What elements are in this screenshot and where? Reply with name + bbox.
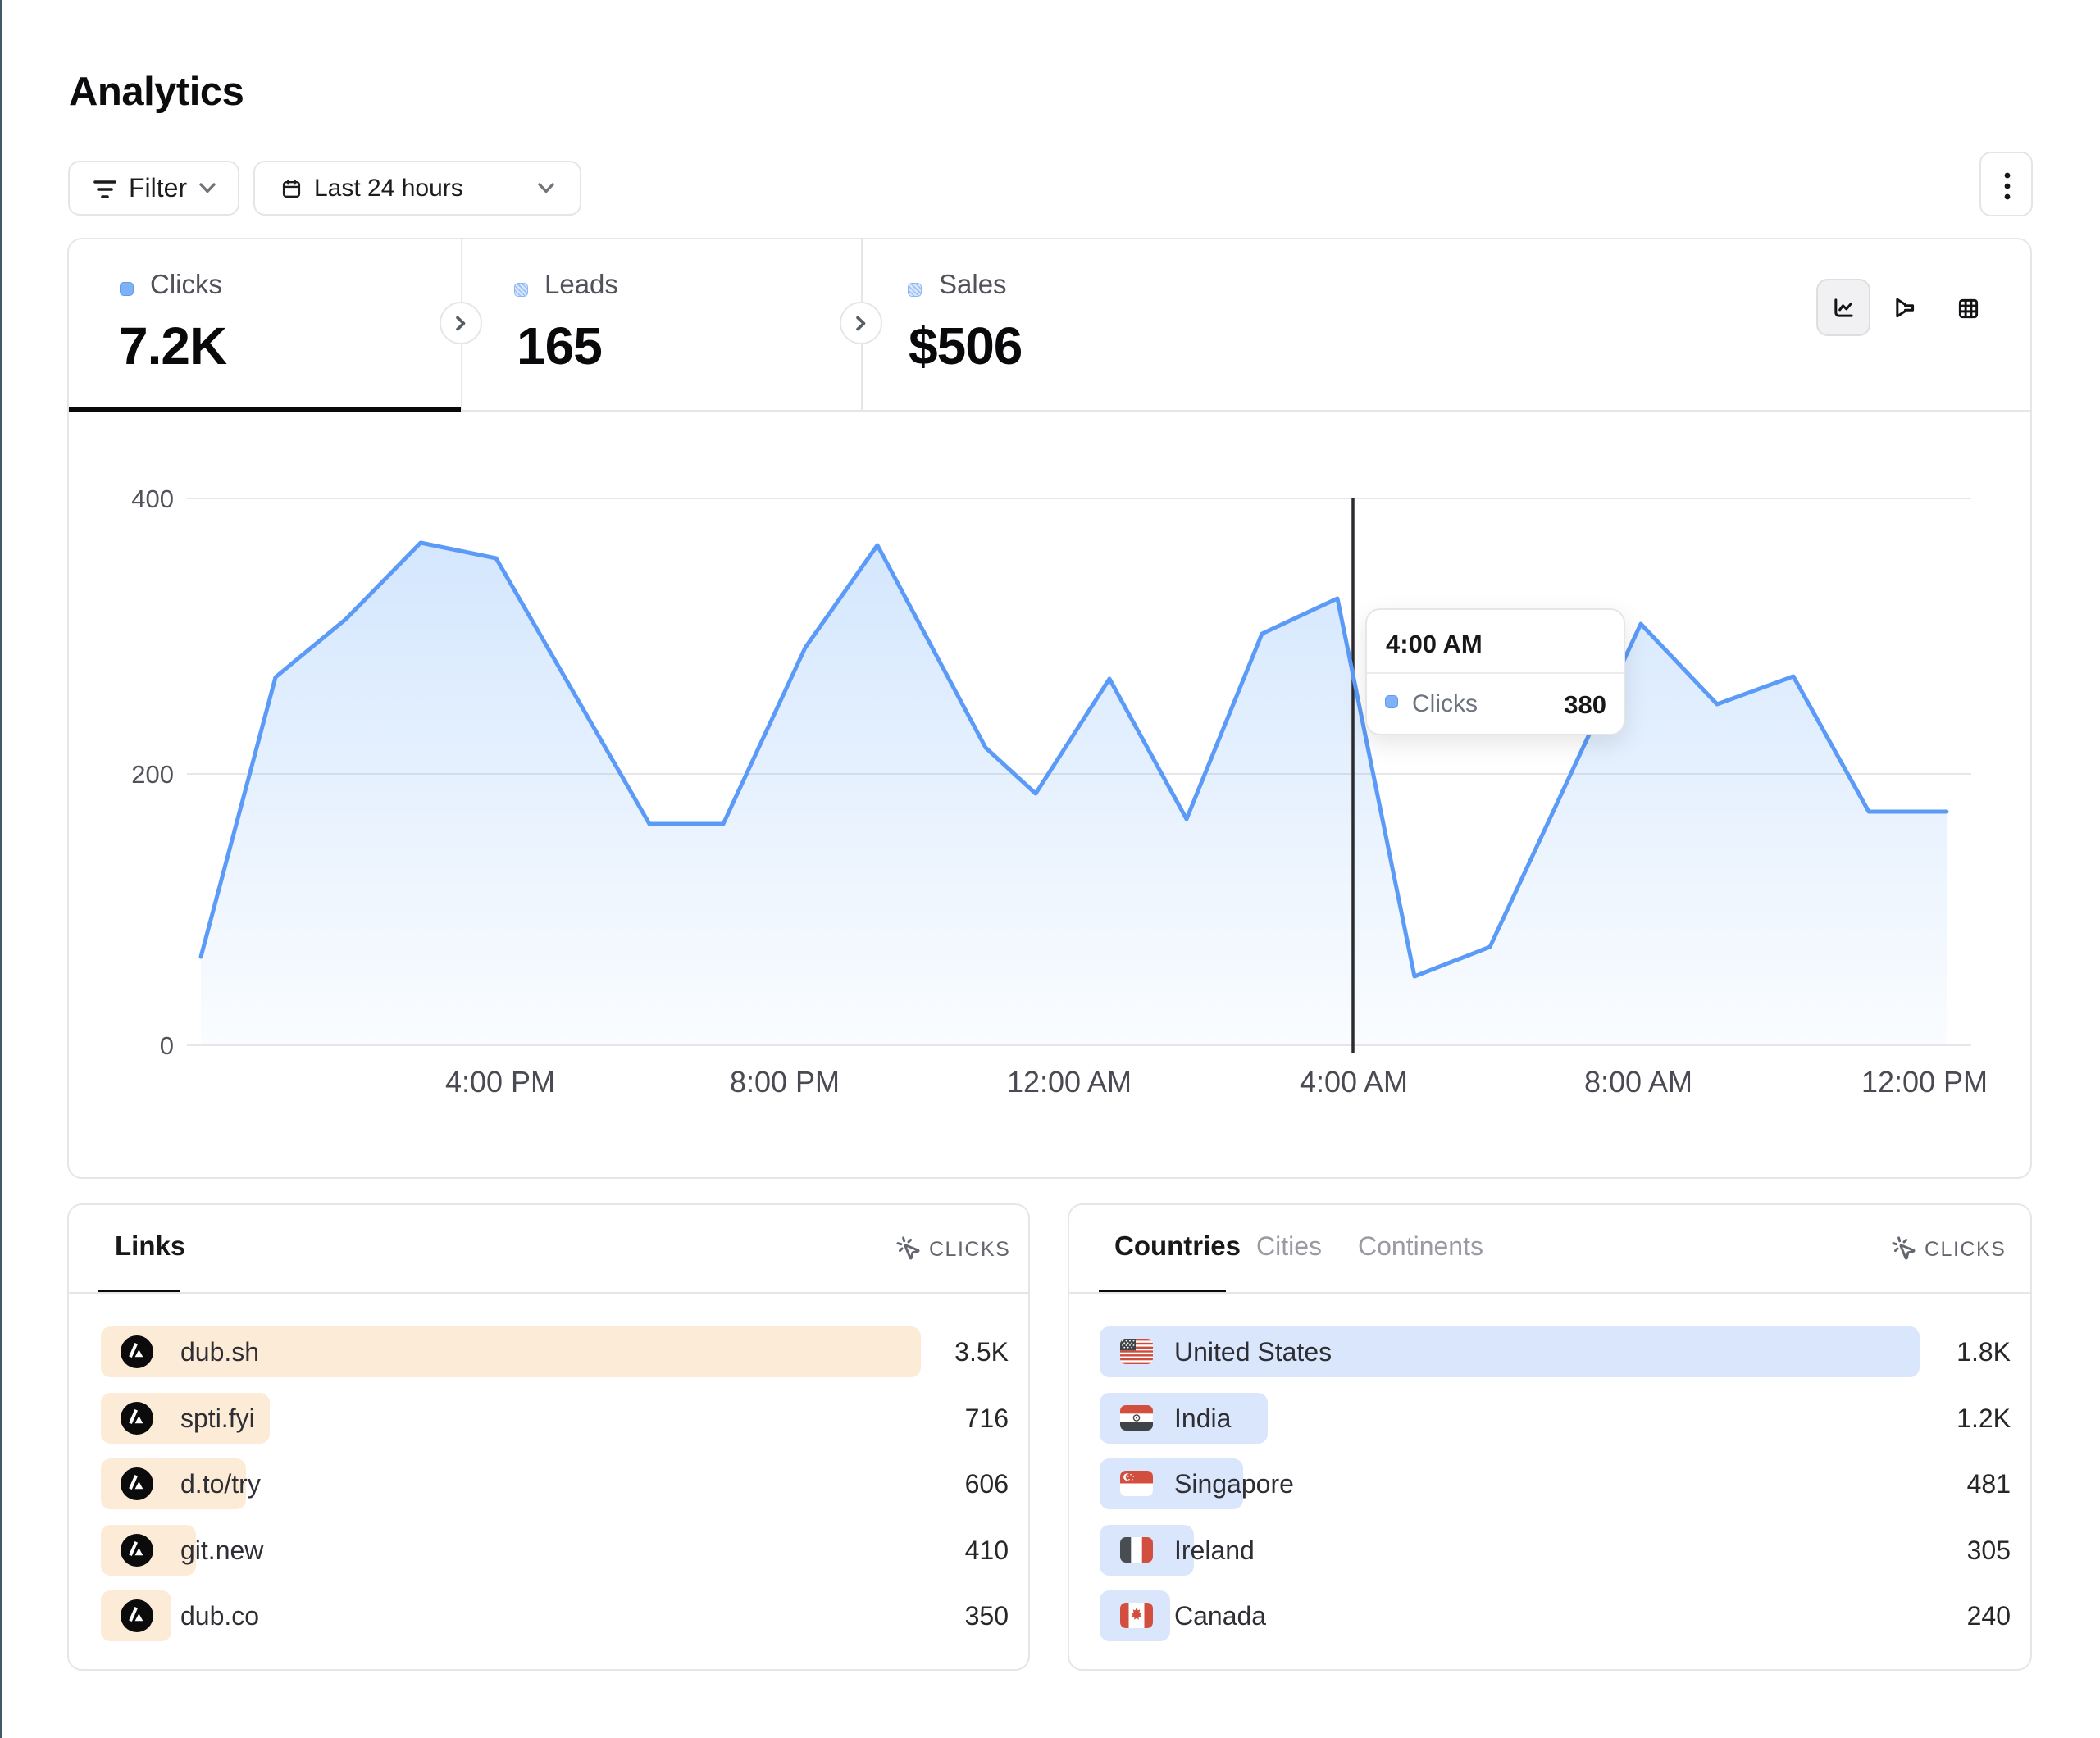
svg-text:200: 200 bbox=[131, 760, 174, 789]
svg-text:0: 0 bbox=[160, 1031, 174, 1060]
svg-text:8:00 AM: 8:00 AM bbox=[1584, 1065, 1692, 1099]
svg-text:4:00 PM: 4:00 PM bbox=[445, 1065, 555, 1099]
svg-text:4:00 AM: 4:00 AM bbox=[1300, 1065, 1408, 1099]
svg-text:400: 400 bbox=[131, 485, 174, 513]
svg-text:8:00 PM: 8:00 PM bbox=[730, 1065, 840, 1099]
svg-text:12:00 PM: 12:00 PM bbox=[1861, 1065, 1988, 1099]
svg-text:12:00 AM: 12:00 AM bbox=[1007, 1065, 1132, 1099]
